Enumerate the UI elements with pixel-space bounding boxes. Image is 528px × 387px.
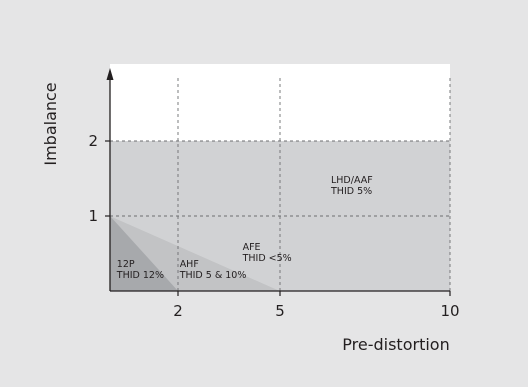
region-sublabel-ahf: THID 5 & 10% <box>179 270 247 281</box>
x-axis-title: Pre-distortion <box>342 335 449 354</box>
region-sublabel-afe: THID <5% <box>242 253 292 264</box>
x-tick-label-2: 2 <box>173 302 183 320</box>
y-tick-label-2: 2 <box>88 132 98 150</box>
ticks: 2 5 10 1 2 <box>88 132 459 320</box>
region-sublabel-12p: THID 12% <box>116 270 164 281</box>
y-tick-label-1: 1 <box>88 207 98 225</box>
y-axis-arrow-icon <box>106 68 114 80</box>
x-tick-label-10: 10 <box>440 302 459 320</box>
region-12p <box>110 216 178 291</box>
region-label-afe: AFE <box>243 242 261 253</box>
x-tick-label-5: 5 <box>275 302 285 320</box>
region-label-lhd-aaf: LHD/AAF <box>331 175 373 186</box>
region-label-12p: 12P <box>117 259 135 270</box>
region-label-ahf: AHF <box>180 259 199 270</box>
y-axis-title: Imbalance <box>41 82 60 165</box>
grid <box>110 78 451 291</box>
region-sublabel-lhd-aaf: THID 5% <box>330 186 372 197</box>
